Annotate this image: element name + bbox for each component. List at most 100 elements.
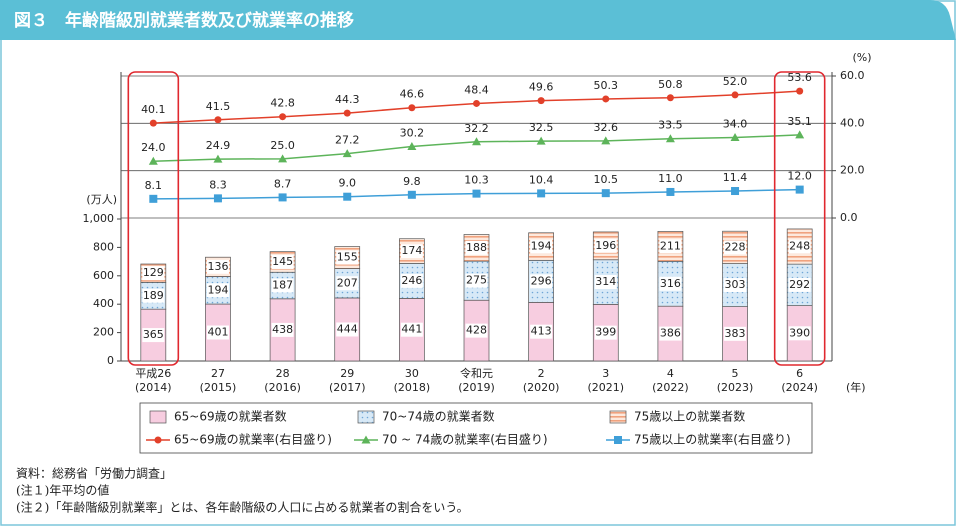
bar-label: 316 xyxy=(660,277,681,290)
line-label: 12.0 xyxy=(787,170,812,183)
bar-label: 129 xyxy=(143,266,164,279)
x-tick-label: 令和元 xyxy=(460,366,493,380)
marker xyxy=(731,187,740,196)
line-label: 24.0 xyxy=(141,141,166,154)
y-tick-label: 800 xyxy=(93,240,114,253)
label-bg xyxy=(788,239,811,254)
x-unit: (年) xyxy=(846,380,866,394)
line-label: 50.3 xyxy=(594,79,619,92)
marker xyxy=(795,185,804,194)
bar-label: 207 xyxy=(337,276,358,289)
marker xyxy=(278,193,287,202)
x-year-label: (2016) xyxy=(264,381,301,394)
marker xyxy=(796,87,804,95)
bar-label: 189 xyxy=(143,289,164,302)
bar-label: 428 xyxy=(466,324,487,337)
label-bg xyxy=(788,277,811,292)
marker xyxy=(342,149,352,158)
y-tick-label: 400 xyxy=(93,297,114,310)
label-bg xyxy=(400,244,423,259)
label-bg xyxy=(400,322,423,337)
label-bg xyxy=(142,288,165,303)
bar-label: 275 xyxy=(466,274,487,287)
bar-label: 401 xyxy=(207,326,228,339)
y2-tick-label: 0.0 xyxy=(840,211,858,224)
label-bg xyxy=(271,254,294,269)
line-label: 48.4 xyxy=(464,83,489,96)
line-label: 49.6 xyxy=(529,81,554,94)
line-label: 8.1 xyxy=(145,179,163,192)
y2-tick-label: 20.0 xyxy=(840,164,865,177)
line-label: 9.0 xyxy=(338,177,356,190)
line-label: 46.6 xyxy=(400,88,425,101)
line-label: 52.0 xyxy=(723,75,748,88)
note: (注２)「年齢階級別就業率」とは、各年齢階級の人口に占める就業者の割合をいう。 xyxy=(16,500,469,515)
y2-unit: (%) xyxy=(852,51,871,64)
marker xyxy=(213,154,223,163)
x-tick-label: 30 xyxy=(405,367,419,380)
line-label: 33.5 xyxy=(658,119,683,132)
marker xyxy=(602,95,610,103)
x-tick-label: 28 xyxy=(276,367,290,380)
label-bg xyxy=(594,275,617,290)
line-label: 25.0 xyxy=(270,139,295,152)
marker xyxy=(666,94,674,102)
legend-label: 65~69歳の就業率(右目盛り) xyxy=(174,432,332,447)
x-year-label: (2015) xyxy=(200,381,237,394)
line-label: 9.8 xyxy=(403,175,421,188)
bar-label: 196 xyxy=(595,239,616,252)
bar-label: 211 xyxy=(660,239,681,252)
legend-swatch xyxy=(609,410,627,424)
marker xyxy=(795,130,805,139)
legend-label: 70 ~ 74歳の就業率(右目盛り) xyxy=(382,432,548,447)
marker xyxy=(148,156,158,165)
marker xyxy=(731,91,739,99)
line-label: 10.4 xyxy=(529,173,554,186)
label-bg xyxy=(271,322,294,337)
marker xyxy=(601,136,611,145)
label-bg xyxy=(788,326,811,341)
bar-label: 136 xyxy=(207,260,228,273)
bar-label: 386 xyxy=(660,327,681,340)
bar-label: 303 xyxy=(725,278,746,291)
line-label: 10.5 xyxy=(594,173,619,186)
bar-label: 155 xyxy=(337,251,358,264)
x-tick-label: 29 xyxy=(340,367,354,380)
label-bg xyxy=(724,326,747,341)
bar-label: 292 xyxy=(789,278,810,291)
label-bg xyxy=(206,325,229,340)
marker xyxy=(472,189,481,198)
marker xyxy=(343,192,352,201)
line-label: 41.5 xyxy=(206,100,231,113)
x-tick-label: 2 xyxy=(538,367,545,380)
bar-label: 383 xyxy=(725,327,746,340)
y-tick-label: 1,000 xyxy=(83,212,115,225)
marker xyxy=(666,187,675,196)
y-unit: (万人) xyxy=(86,193,117,206)
legend-swatch xyxy=(357,410,375,424)
title: 図３ 年齢階級別就業者数及び就業率の推移 xyxy=(14,10,354,31)
line-label: 30.2 xyxy=(400,127,425,140)
label-bg xyxy=(465,240,488,255)
line-label: 24.9 xyxy=(206,139,231,152)
label-bg xyxy=(530,274,553,289)
marker xyxy=(279,113,287,121)
highlight-frame xyxy=(127,71,180,366)
legend-label: 65~69歳の就業者数 xyxy=(174,409,287,424)
x-tick-label: 6 xyxy=(796,367,803,380)
line-label: 53.6 xyxy=(787,71,812,84)
marker xyxy=(149,194,158,203)
bar-label: 438 xyxy=(272,323,293,336)
line-label: 35.1 xyxy=(787,115,812,128)
legend-label: 75歳以上の就業者数 xyxy=(634,409,745,424)
x-tick-label: 平成26 xyxy=(135,367,171,380)
label-bg xyxy=(659,276,682,291)
line-label: 40.1 xyxy=(141,103,166,116)
legend-label: 70~74歳の就業者数 xyxy=(382,409,495,424)
label-bg xyxy=(336,322,359,337)
bar-label: 188 xyxy=(466,241,487,254)
y2-tick-label: 40.0 xyxy=(840,116,865,129)
bar-label: 194 xyxy=(207,283,228,296)
highlight-frame xyxy=(773,71,826,366)
